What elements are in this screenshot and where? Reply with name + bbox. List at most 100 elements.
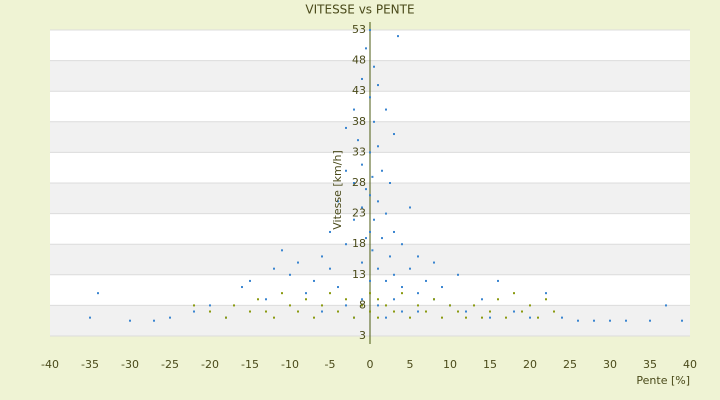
- point: [369, 279, 371, 282]
- point: [321, 304, 323, 307]
- point: [297, 261, 299, 264]
- point: [365, 188, 367, 191]
- point: [381, 169, 383, 172]
- x-tick-label: 10: [443, 358, 457, 371]
- y-tick-label: 33: [352, 145, 366, 158]
- x-tick-label: 5: [407, 358, 414, 371]
- point: [417, 304, 419, 307]
- point: [257, 298, 259, 301]
- point: [249, 310, 251, 313]
- point: [489, 310, 491, 313]
- y-tick-label: 8: [359, 298, 366, 311]
- point: [513, 310, 515, 313]
- point: [337, 286, 339, 289]
- point: [129, 319, 131, 322]
- y-tick-label: 53: [352, 23, 366, 36]
- point: [505, 316, 507, 319]
- point: [273, 316, 275, 319]
- point: [371, 249, 374, 252]
- y-tick-label: 13: [352, 268, 366, 281]
- point: [281, 249, 283, 252]
- point: [297, 310, 299, 313]
- point: [329, 267, 331, 270]
- y-axis-label: Vitesse [km/h]: [331, 150, 344, 230]
- point: [377, 84, 379, 87]
- point: [193, 310, 195, 313]
- point: [529, 304, 531, 307]
- point: [497, 279, 499, 282]
- point: [377, 316, 379, 319]
- point: [449, 304, 451, 307]
- point: [97, 292, 99, 295]
- point: [169, 316, 171, 319]
- point: [385, 108, 387, 111]
- point: [537, 316, 539, 319]
- point: [513, 292, 515, 295]
- point: [361, 163, 363, 166]
- x-tick-label: 40: [683, 358, 697, 371]
- point: [417, 310, 419, 313]
- point: [433, 298, 435, 301]
- point: [441, 286, 443, 289]
- point: [365, 237, 367, 240]
- x-tick-label: -35: [81, 358, 99, 371]
- point: [377, 304, 379, 307]
- point: [369, 96, 371, 99]
- point: [393, 298, 395, 301]
- point: [373, 120, 375, 123]
- point: [625, 319, 627, 322]
- point: [385, 316, 387, 319]
- point: [345, 126, 347, 129]
- point: [281, 292, 283, 295]
- point: [385, 304, 387, 307]
- point: [353, 108, 355, 111]
- point: [457, 273, 459, 276]
- point: [465, 316, 467, 319]
- point: [481, 298, 483, 301]
- point: [361, 261, 363, 264]
- point: [561, 316, 563, 319]
- point: [401, 243, 403, 246]
- point: [329, 292, 331, 295]
- point: [357, 139, 359, 142]
- point: [241, 286, 243, 289]
- point: [313, 279, 315, 282]
- x-tick-label: -10: [281, 358, 299, 371]
- point: [433, 261, 435, 264]
- point: [369, 151, 371, 154]
- y-tick-label: 48: [352, 54, 366, 67]
- x-tick-label: -5: [325, 358, 336, 371]
- point: [373, 65, 375, 68]
- point: [377, 298, 379, 301]
- point: [353, 182, 355, 184]
- point: [249, 279, 251, 282]
- point: [369, 194, 371, 197]
- point: [305, 298, 307, 301]
- y-tick-label: 38: [352, 115, 366, 128]
- point: [397, 35, 399, 38]
- point: [393, 273, 395, 276]
- chart-title: VITESSE vs PENTE: [305, 3, 414, 17]
- point: [401, 292, 403, 295]
- point: [345, 298, 347, 301]
- point: [389, 182, 391, 184]
- point: [365, 47, 367, 50]
- point: [345, 169, 347, 172]
- point: [553, 310, 555, 313]
- point: [481, 316, 483, 319]
- x-tick-label: 25: [563, 358, 577, 371]
- point: [401, 310, 403, 313]
- point: [361, 304, 363, 307]
- y-tick-label: 3: [359, 329, 366, 342]
- point: [417, 255, 419, 258]
- x-tick-label: 35: [643, 358, 657, 371]
- point: [209, 310, 211, 313]
- point: [409, 206, 411, 209]
- point: [489, 316, 491, 319]
- point: [369, 310, 371, 313]
- point: [313, 316, 315, 319]
- x-tick-label: 20: [523, 358, 537, 371]
- y-tick-label: 18: [352, 237, 366, 250]
- point: [681, 319, 683, 322]
- point: [381, 237, 383, 240]
